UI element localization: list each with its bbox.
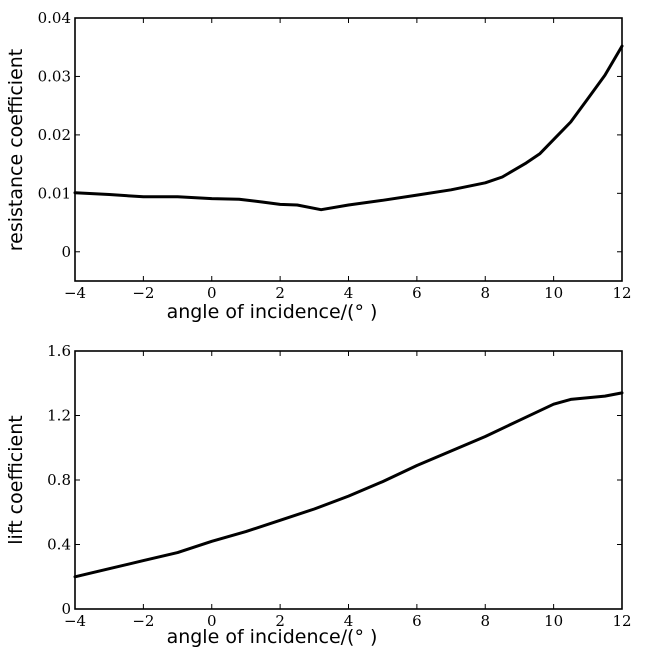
series-line [73, 44, 624, 212]
plot-frame [74, 17, 623, 282]
x-tick-label: −2 [132, 612, 154, 630]
y-tick-label: 1.2 [47, 407, 71, 425]
x-tick-label: 2 [275, 612, 285, 630]
y-tick-label: 0.4 [47, 536, 71, 554]
x-axis-label: angle of incidence/(° ) [167, 301, 378, 323]
x-tick-label: 12 [612, 284, 631, 302]
series-line [73, 391, 624, 579]
plot-frame [74, 350, 623, 610]
resistance-chart: −4 −2 0 2 4 6 8 10 12 0 0.01 0.02 0.03 0.04 angle of i… [5, 9, 632, 323]
x-axis-label: angle of incidence/(° ) [167, 626, 378, 648]
y-tick-label: 0.01 [38, 184, 71, 202]
lift-chart: −4 −2 0 2 4 6 8 10 12 0 0.4 0.8 1.2 1.6 angle of incid… [5, 342, 632, 648]
x-tick-label: 12 [612, 612, 631, 630]
y-tick-label: 0.02 [38, 126, 71, 144]
x-tick-label: 4 [344, 612, 354, 630]
x-tick-label: 10 [544, 284, 563, 302]
y-tick-label: 0.04 [38, 9, 71, 27]
x-tick-label: −4 [64, 612, 86, 630]
x-tick-label: 10 [544, 612, 563, 630]
y-tick-label: 0 [61, 243, 71, 261]
x-tick-label: 0 [207, 612, 217, 630]
x-tick-label: 0 [207, 284, 217, 302]
x-tick-label: 6 [412, 284, 422, 302]
y-tick-label: 0.03 [38, 67, 71, 85]
x-tick-label: 2 [275, 284, 285, 302]
x-tick-label: 6 [412, 612, 422, 630]
y-axis-label: resistance coefficient [5, 49, 27, 252]
x-tick-label: −2 [132, 284, 154, 302]
x-tick-label: 8 [480, 284, 490, 302]
y-tick-label: 0.8 [47, 471, 71, 489]
y-axis-label: lift coefficient [5, 415, 27, 544]
x-tick-label: −4 [64, 284, 86, 302]
x-tick-label: 8 [480, 612, 490, 630]
x-tick-label: 4 [344, 284, 354, 302]
y-tick-label: 0 [61, 600, 71, 618]
y-tick-label: 1.6 [47, 342, 71, 360]
